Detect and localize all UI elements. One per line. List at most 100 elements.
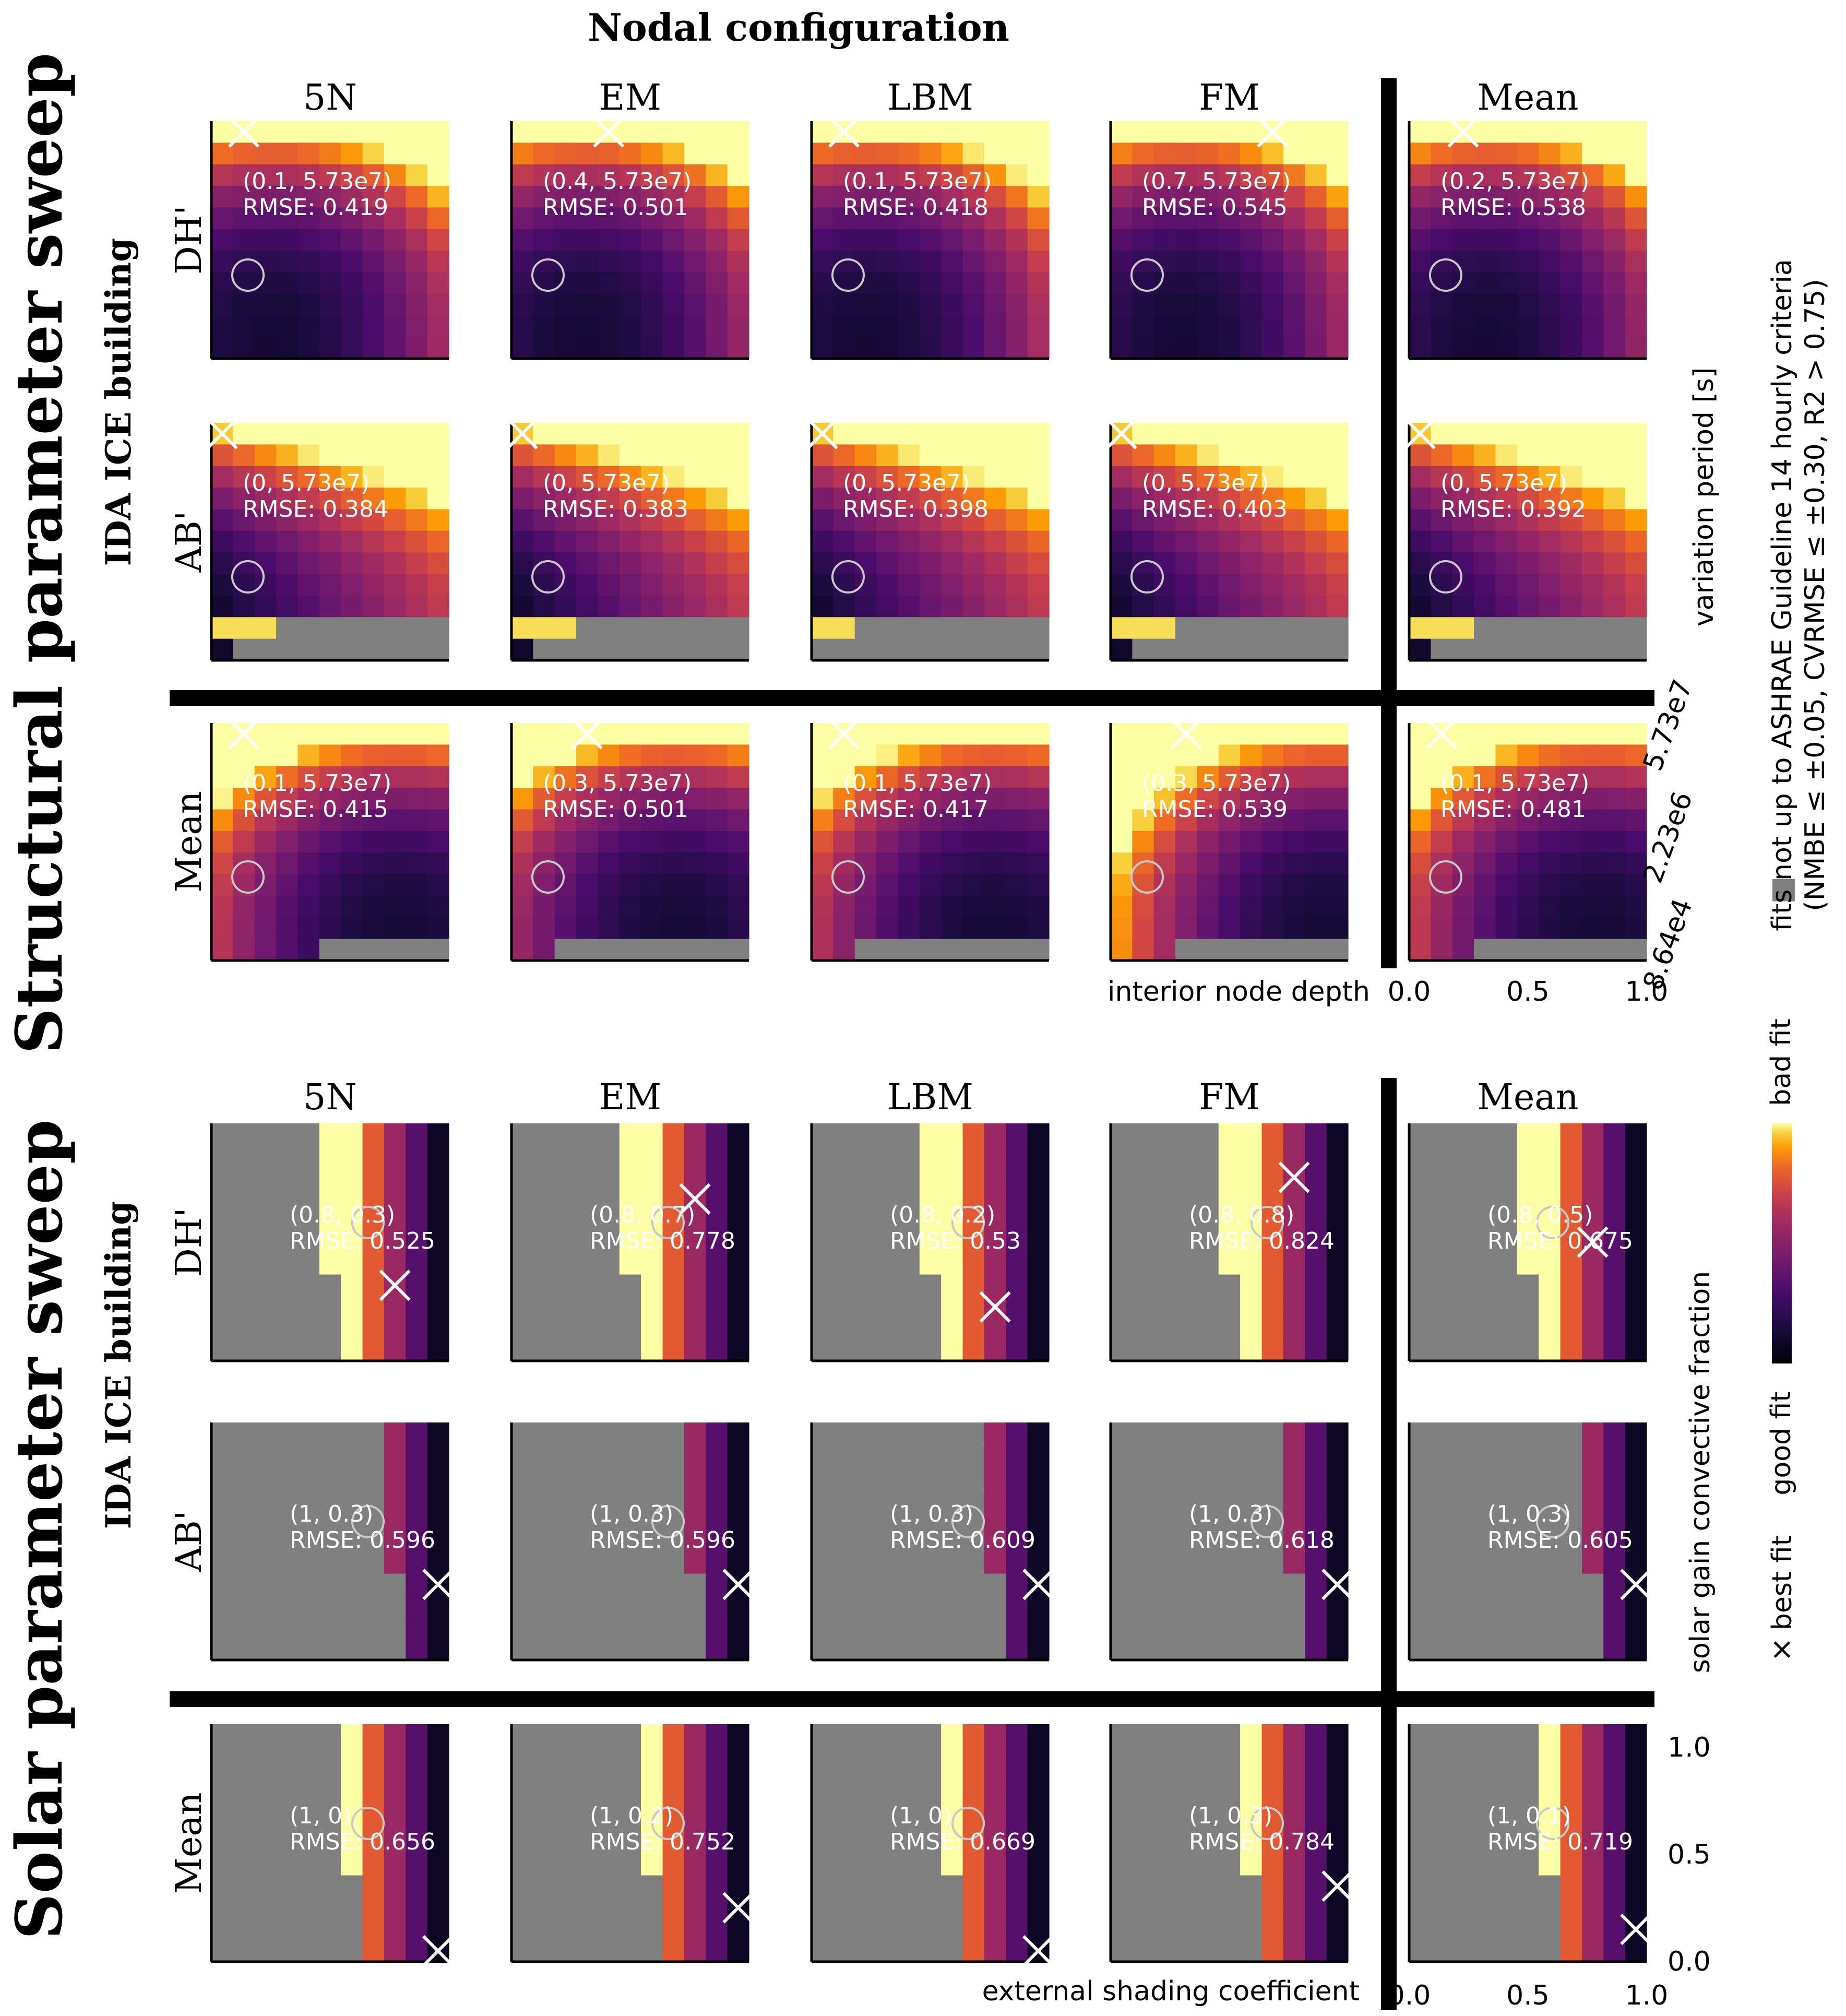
heatmap-cell [1474,1918,1496,1941]
heatmap-cell [1539,1896,1561,1919]
heatmap-cell [598,1487,620,1510]
heatmap-cell [297,1832,320,1854]
heatmap-cell [233,1422,255,1444]
heatmap-cell [641,766,663,788]
heatmap-cell [876,207,899,230]
heatmap-cell [1495,809,1518,832]
heatmap-cell [1625,229,1647,251]
heatmap-cell [1517,617,1539,639]
heatmap-cell [1006,852,1028,875]
best-fit-marker [422,1935,454,1967]
heatmap-cell [1240,1896,1263,1919]
heatmap-cell [1283,1617,1305,1639]
heatmap-cell [533,1318,555,1340]
heatmap-cell [706,744,728,767]
heatmap-cell [941,595,963,618]
heatmap-cell [1409,337,1431,359]
heatmap-cell [1603,1188,1626,1211]
heatmap-cell [984,1854,1006,1876]
heatmap-cell [254,1188,277,1211]
heatmap-cell [211,337,233,359]
reference-circle [1130,258,1164,292]
heatmap-cell [1006,251,1028,273]
heatmap-cell [511,1296,533,1318]
heatmap-cell [833,1875,855,1898]
heatmap-cell [854,1832,877,1854]
heatmap-cell [1603,293,1626,316]
heatmap-cell [812,1832,833,1854]
heatmap-cell [919,831,942,853]
heatmap-cell [854,917,877,940]
heatmap-cell [1261,574,1284,596]
heatmap-cell [319,874,341,896]
heatmap-cell [619,488,641,510]
heatmap-cell [1006,552,1028,575]
heatmap-cell [727,917,749,940]
heatmap-cell [898,272,920,294]
heatmap-cell [1240,1296,1263,1318]
heatmap-cell [276,1253,299,1275]
heatmap-cell [1218,143,1241,165]
heatmap-cell [1006,895,1028,918]
heatmap-cell [211,272,233,294]
heatmap-cell [211,852,233,875]
heatmap-cell [254,552,277,575]
heatmap-cell [706,1789,728,1811]
heatmap-cell [1175,638,1198,661]
heatmap-cell [1261,1465,1284,1488]
heatmap-cell [1495,788,1518,810]
heatmap-cell [511,466,533,488]
heatmap-cell [1517,1854,1539,1876]
heatmap-cell [1175,1339,1198,1361]
heatmap-cell [1431,638,1453,661]
heatmap-cell [1111,1854,1133,1876]
heatmap-cell [1305,1918,1327,1941]
heatmap-cell [641,466,663,488]
heatmap-cell [1495,1465,1518,1488]
heatmap-cell [1240,831,1263,853]
heatmap-cell [1560,939,1582,961]
heatmap-cell [662,293,685,316]
heatmap-cell [833,809,855,832]
heatmap-cell [576,1123,599,1145]
heatmap-cell [941,1896,963,1919]
heatmap-cell [898,1617,920,1639]
heatmap-cell [276,895,299,918]
heatmap-cell [941,315,963,338]
heatmap-cell [276,1789,299,1811]
heatmap-cell [962,1918,985,1941]
heatmap-cell [1305,874,1327,896]
heatmap-cell [641,939,663,961]
heatmap-cell [1495,1509,1518,1531]
heatmap-cell [1027,574,1050,596]
heatmap-cell [962,744,985,767]
heatmap-cell [1474,1231,1496,1253]
heatmap-cell [1175,1638,1198,1661]
heatmap-cell [297,1318,320,1340]
heatmap-cell [362,1896,385,1919]
heatmap-cell [427,121,449,143]
heatmap-cell [276,509,299,531]
heatmap-cell [319,1875,341,1898]
heatmap-cell [876,1617,899,1639]
heatmap-cell [962,552,985,575]
heatmap-cell [254,1789,277,1811]
heatmap-cell [984,229,1006,251]
heatmap-cell [1474,423,1496,445]
heatmap-cell [1474,895,1496,918]
heatmap-cell [962,723,985,745]
heatmap-cell [1581,595,1604,618]
heatmap-cell [1431,1231,1453,1253]
heatmap-cell [1027,939,1050,961]
heatmap-cell [727,638,749,661]
heatmap-cell [833,1465,855,1488]
heatmap-cell [254,595,277,618]
heatmap-cell [554,1789,577,1811]
heatmap-cell [941,121,963,143]
heatmap-cell [1625,917,1647,940]
heatmap-cell [319,164,341,186]
heatmap-cell [384,638,406,661]
heatmap-cell [1132,1296,1154,1318]
heatmap-cell [1581,1296,1604,1318]
heatmap-cell [727,744,749,767]
